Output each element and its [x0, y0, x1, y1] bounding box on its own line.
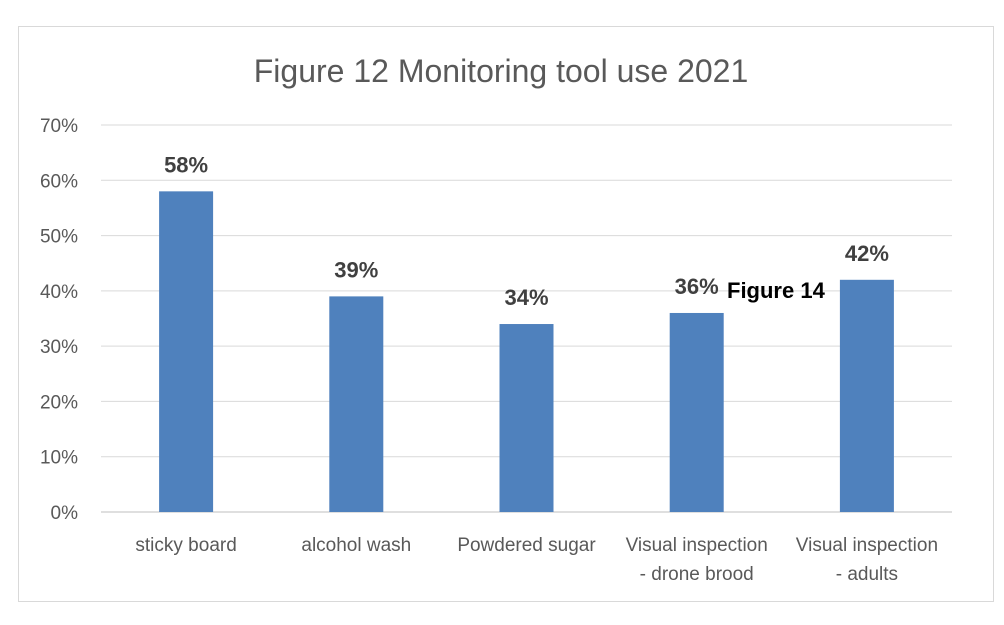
bar — [499, 324, 554, 512]
data-label: 39% — [334, 257, 378, 282]
y-tick-label: 40% — [40, 282, 78, 303]
category-label: - adults — [836, 564, 898, 585]
category-label: alcohol wash — [301, 535, 411, 556]
y-axis-ticks: 0% 10% 20% 30% 40% 50% 60% 70% — [40, 116, 78, 524]
data-label: 36% — [675, 274, 719, 299]
bar — [329, 296, 384, 512]
y-tick-label: 10% — [40, 448, 78, 469]
y-tick-label: 20% — [40, 392, 78, 413]
category-label: - drone brood — [640, 564, 754, 585]
y-tick-label: 0% — [51, 503, 79, 524]
figure-annotation: Figure 14 — [727, 278, 826, 303]
bar — [669, 312, 724, 512]
category-label: sticky board — [135, 535, 236, 556]
category-label: Powdered sugar — [457, 535, 596, 556]
x-axis-categories: sticky board alcohol wash Powdered sugar Vi… — [135, 535, 938, 585]
data-label: 42% — [845, 241, 889, 266]
data-labels: 58% 39% 34% 36% 42% — [164, 152, 889, 310]
data-label: 58% — [164, 152, 208, 177]
bar — [839, 279, 894, 512]
y-tick-label: 50% — [40, 227, 78, 248]
category-label: Visual inspection — [626, 535, 768, 556]
chart-title: Figure 12 Monitoring tool use 2021 — [254, 53, 749, 89]
bar — [159, 191, 214, 513]
category-label: Visual inspection — [796, 535, 938, 556]
y-tick-label: 70% — [40, 116, 78, 137]
data-label: 34% — [504, 285, 548, 310]
bars — [159, 191, 894, 513]
gridlines — [101, 124, 952, 513]
y-tick-label: 30% — [40, 337, 78, 358]
y-tick-label: 60% — [40, 171, 78, 192]
